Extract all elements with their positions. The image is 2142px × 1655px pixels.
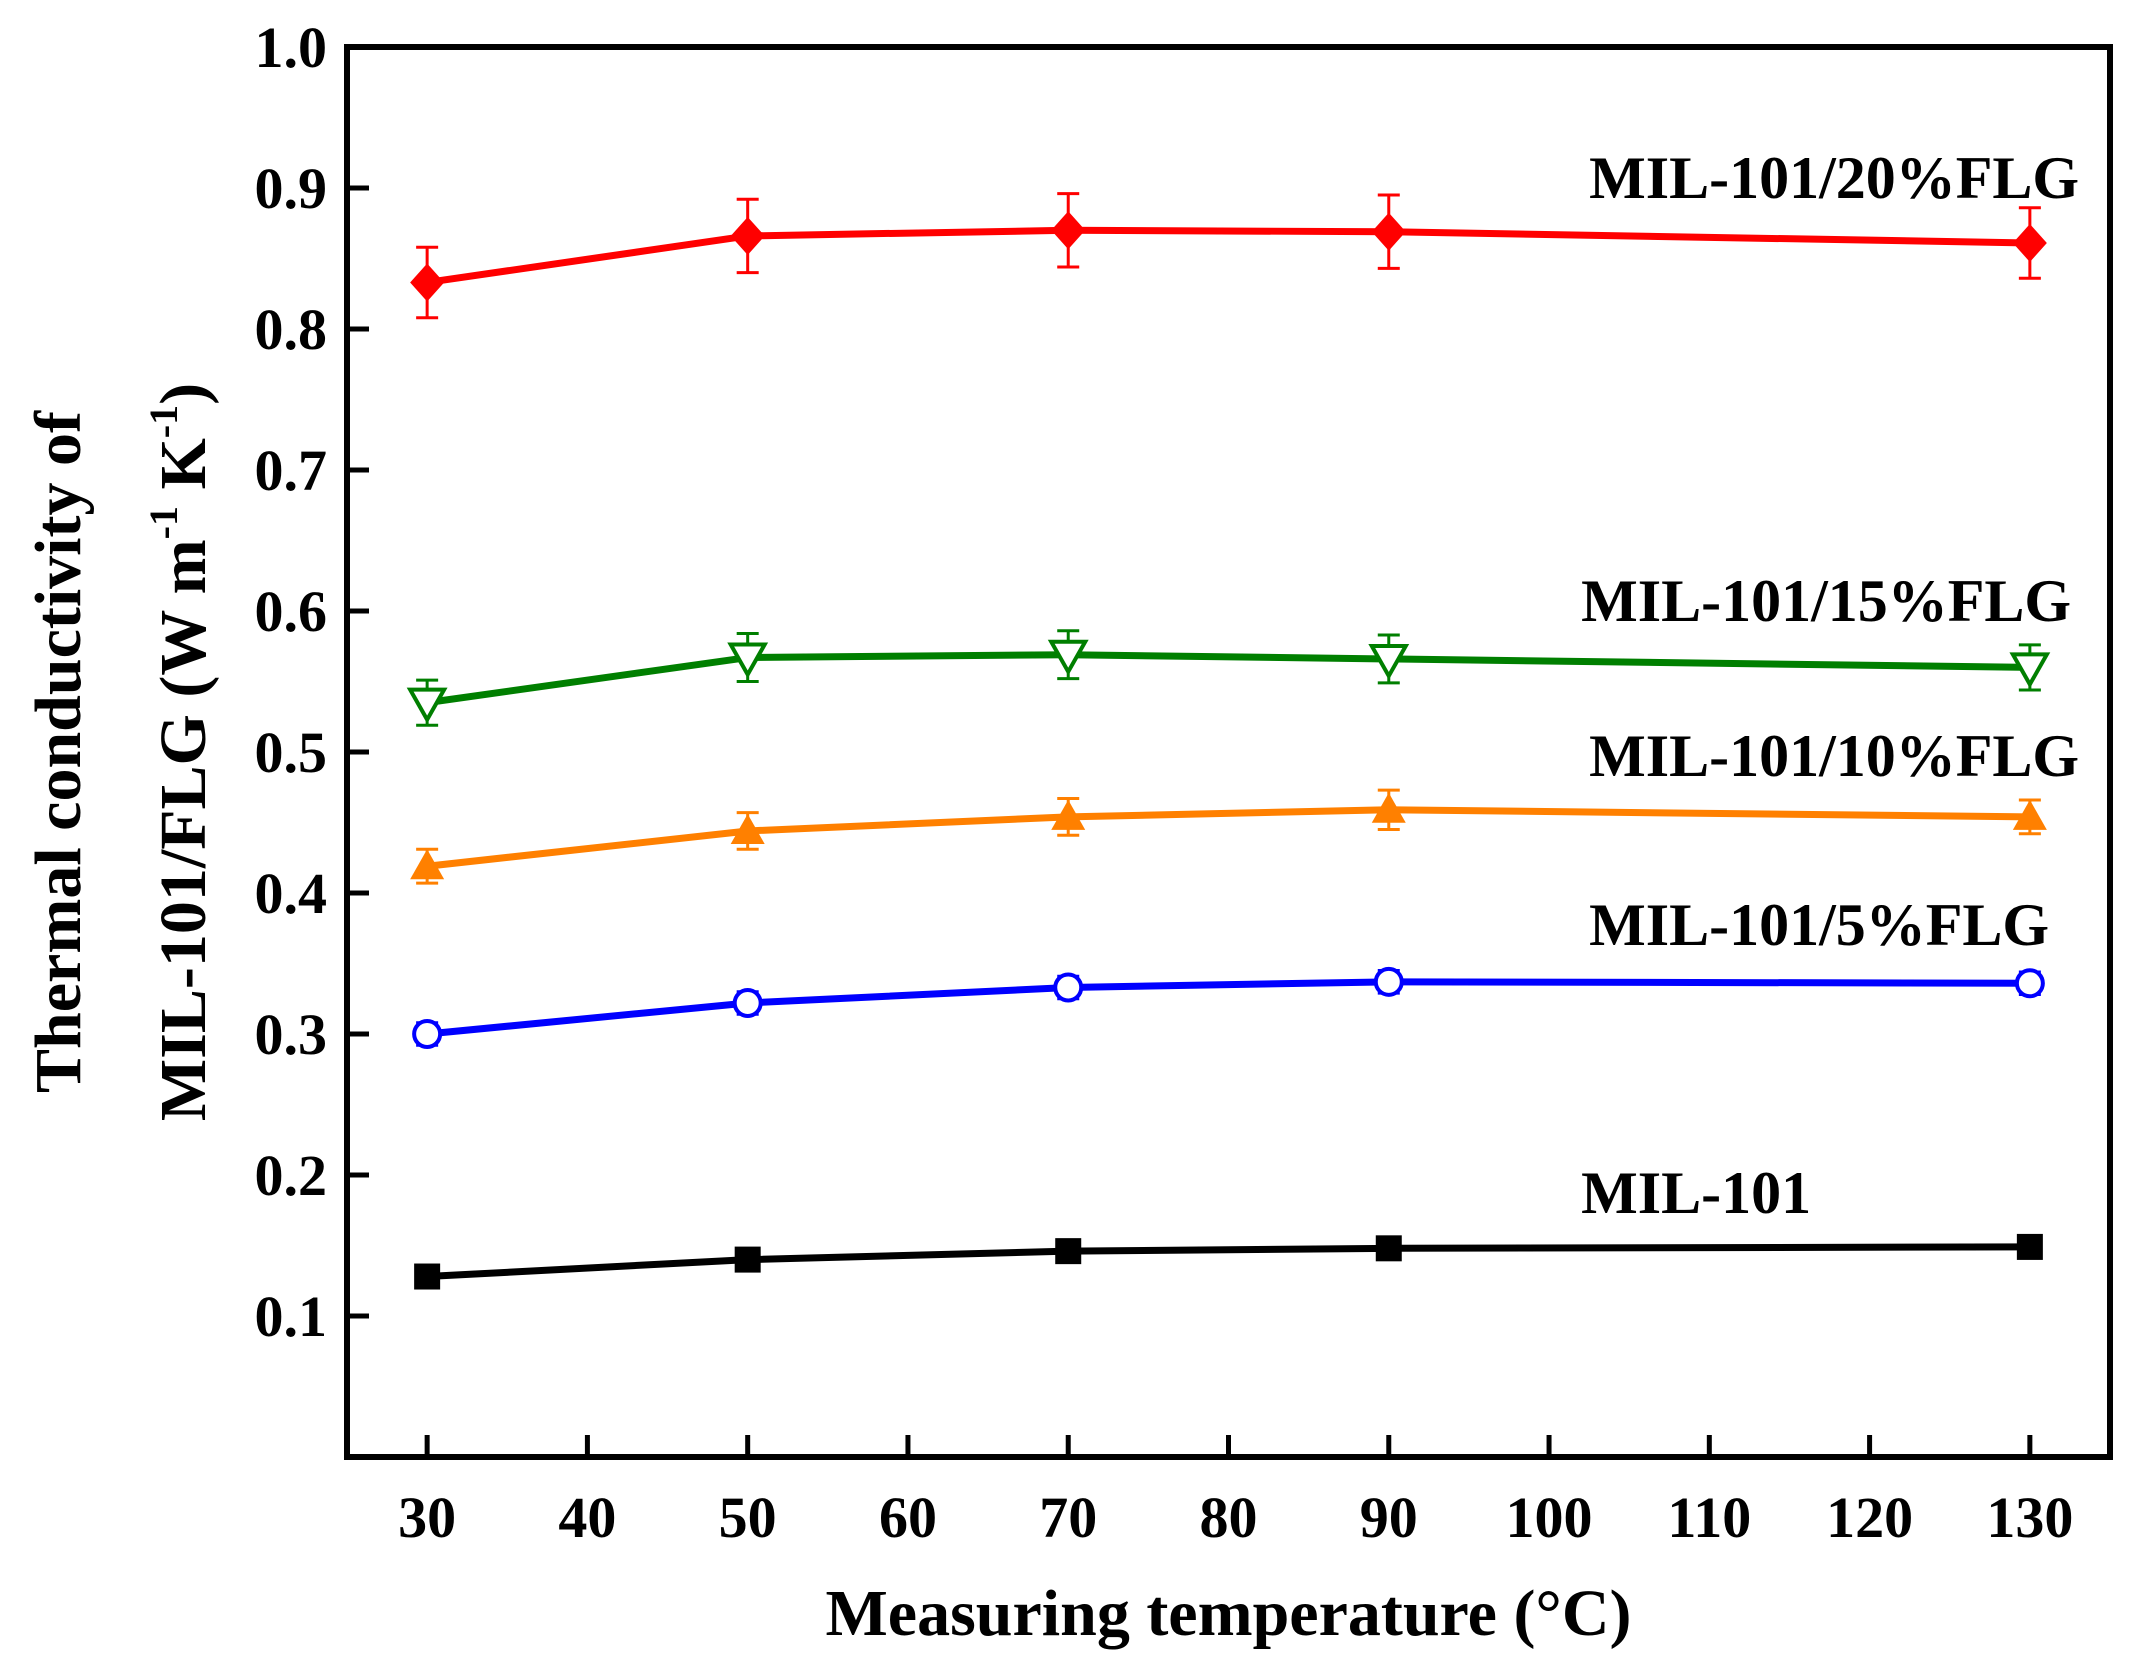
data-point — [1371, 792, 1406, 823]
data-point — [1051, 211, 1086, 250]
y-axis-title: Thermal conductivity of MIL-101/FLG (W m… — [22, 383, 220, 1121]
y-tick-label: 0.9 — [255, 156, 328, 221]
y-tick-label: 0.3 — [255, 1002, 328, 1067]
x-tick-label: 120 — [1826, 1485, 1913, 1550]
data-point — [1371, 212, 1406, 251]
data-point — [2016, 1233, 2043, 1260]
x-tick-label: 110 — [1667, 1485, 1751, 1550]
y-tick-label: 0.7 — [255, 438, 328, 503]
data-point — [734, 1246, 761, 1273]
y-axis-title-sup-2: -1 — [141, 405, 186, 438]
x-tick-label: 40 — [558, 1485, 616, 1550]
series-3 — [406, 629, 2051, 727]
data-point — [1051, 799, 1086, 830]
y-tick-label: 0.5 — [255, 720, 328, 785]
data-point — [410, 263, 445, 302]
axis-layer: 30 40 50 60 70 80 90 100 110 120 130 0.1 0.2 0.3 0.4 0.… — [255, 15, 2074, 1550]
y-tick-label: 0.2 — [255, 1143, 328, 1208]
data-point — [727, 642, 769, 679]
plot-frame — [344, 44, 2113, 1460]
y-axis-title-mid: K — [147, 438, 220, 506]
data-point — [1373, 966, 1404, 997]
data-point — [1055, 1238, 1082, 1265]
x-tick-label: 70 — [1039, 1485, 1097, 1550]
data-point — [2009, 652, 2051, 689]
data-point — [1053, 972, 1084, 1003]
series-layer — [406, 192, 2051, 1290]
series-4 — [410, 192, 2047, 320]
y-tick-label: 0.1 — [255, 1284, 328, 1349]
y-axis-title-main: MIL-101/FLG (W m — [147, 539, 220, 1121]
y-axis-title-line-2: MIL-101/FLG (W m-1 K-1) — [141, 383, 220, 1121]
data-point — [1375, 1235, 1402, 1262]
data-point — [412, 1019, 443, 1049]
data-point — [406, 687, 448, 724]
y-tick-label: 0.4 — [255, 861, 328, 926]
series-annotation: MIL-101/5%FLG — [1589, 892, 2049, 958]
data-point — [2012, 223, 2047, 262]
y-axis-title-end: ) — [147, 383, 220, 405]
data-point — [2014, 968, 2045, 999]
data-point — [732, 987, 763, 1018]
x-tick-label: 30 — [398, 1485, 456, 1550]
series-2 — [410, 788, 2047, 885]
x-axis-title: Measuring temperature (°C) — [826, 1577, 1632, 1650]
series-annotation: MIL-101 — [1581, 1160, 1811, 1226]
x-tick-label: 60 — [879, 1485, 937, 1550]
y-axis-title-line-1: Thermal conductivity of — [22, 410, 95, 1093]
x-tick-label: 100 — [1506, 1485, 1593, 1550]
y-axis-title-sup-1: -1 — [141, 506, 186, 539]
y-tick-label: 0.8 — [255, 297, 328, 362]
data-point — [410, 849, 445, 880]
x-tick-label: 90 — [1360, 1485, 1418, 1550]
data-point — [730, 216, 765, 255]
series-1 — [412, 966, 2045, 1049]
series-annotation: MIL-101/10%FLG — [1589, 723, 2079, 789]
series-annotation: MIL-101/15%FLG — [1581, 568, 2071, 634]
series-annotation: MIL-101/20%FLG — [1589, 145, 2079, 211]
x-tick-label: 80 — [1200, 1485, 1258, 1550]
x-tick-label: 50 — [719, 1485, 777, 1550]
x-tick-label: 130 — [1986, 1485, 2073, 1550]
data-point — [1047, 639, 1089, 676]
y-tick-label: 1.0 — [255, 15, 328, 80]
y-tick-label: 0.6 — [255, 579, 328, 644]
series-0 — [414, 1233, 2043, 1290]
data-point — [730, 813, 765, 844]
data-point — [2012, 799, 2047, 830]
annotation-layer: MIL-101/20%FLG MIL-101/15%FLG MIL-101/10%F… — [1581, 145, 2079, 1226]
data-point — [414, 1263, 441, 1290]
data-point — [1368, 643, 1410, 680]
